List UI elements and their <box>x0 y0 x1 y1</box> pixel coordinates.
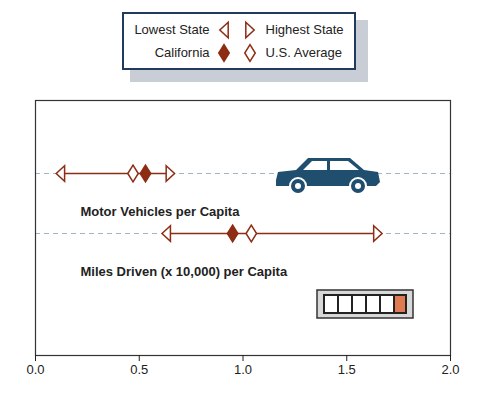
svg-text:Miles Driven (x 10,000) per Ca: Miles Driven (x 10,000) per Capita <box>81 264 288 279</box>
svg-text:Motor Vehicles per Capita: Motor Vehicles per Capita <box>81 204 241 219</box>
html-text:U.S. Average: U.S. Average <box>265 45 342 60</box>
svg-text:1.0: 1.0 <box>234 362 252 377</box>
svg-text:0.0: 0.0 <box>26 362 44 377</box>
html-text:Lowest State: Lowest State <box>134 22 210 37</box>
html-text:Highest State: Highest State <box>265 22 344 37</box>
svg-text:2.0: 2.0 <box>441 362 459 377</box>
svg-text:1.5: 1.5 <box>338 362 356 377</box>
svg-text:0.5: 0.5 <box>130 362 148 377</box>
html-text:California: California <box>154 45 210 60</box>
